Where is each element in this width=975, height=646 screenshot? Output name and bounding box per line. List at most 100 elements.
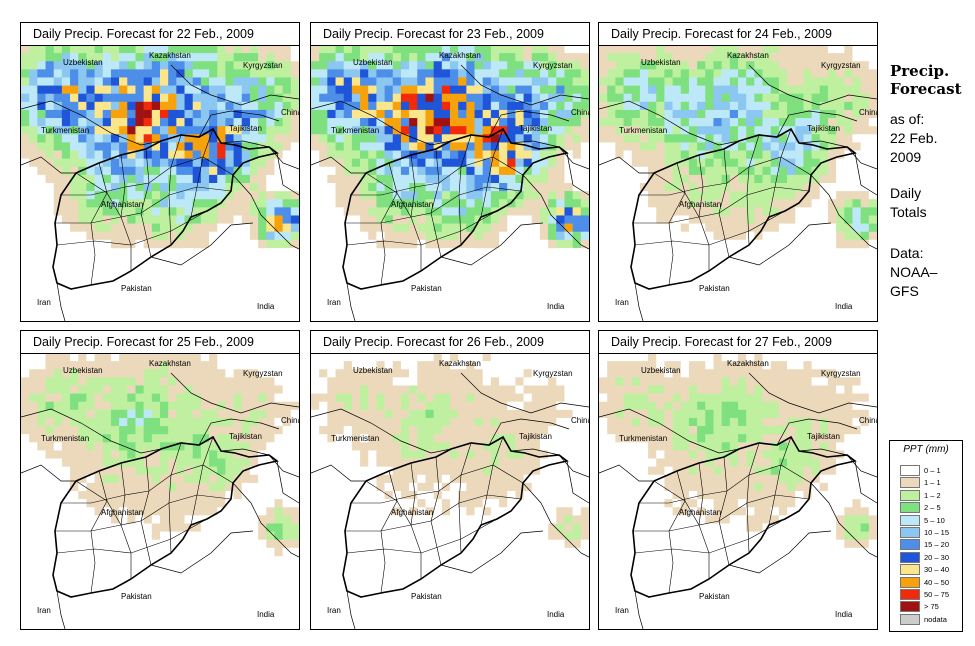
- precip-cell: [539, 215, 549, 224]
- precip-cell: [515, 134, 524, 143]
- precip-cell: [192, 191, 202, 200]
- precip-cell: [531, 199, 541, 208]
- precip-cell: [474, 207, 484, 216]
- precip-cell: [192, 207, 202, 216]
- precip-cell: [787, 482, 796, 492]
- precip-cell: [425, 434, 434, 443]
- precip-cell: [319, 199, 328, 208]
- precip-cell: [290, 499, 299, 508]
- precip-cell: [523, 101, 533, 111]
- precip-cell: [311, 191, 320, 200]
- precip-cell: [61, 426, 71, 435]
- precip-cell: [160, 393, 169, 403]
- precip-cell: [127, 223, 136, 233]
- precip-cell: [160, 474, 169, 484]
- afghanistan-outline: [52, 127, 279, 290]
- precip-cell: [274, 450, 283, 459]
- precip-cell: [274, 523, 283, 532]
- precip-cell: [836, 450, 845, 459]
- precip-cell: [343, 69, 353, 78]
- precip-cell: [409, 61, 418, 70]
- precip-cell: [176, 207, 185, 216]
- precip-cell: [343, 442, 353, 451]
- precip-cell: [664, 434, 673, 443]
- precip-cell: [200, 385, 210, 394]
- precip-cell: [680, 231, 690, 241]
- precip-cell: [474, 466, 484, 476]
- precip-cell: [217, 474, 226, 484]
- precip-cell: [827, 61, 837, 70]
- precip-cell: [135, 61, 144, 70]
- precip-cell: [490, 158, 500, 168]
- precip-cell: [110, 523, 120, 532]
- precip-cell: [335, 417, 345, 427]
- precip-cell: [466, 426, 475, 435]
- precip-cell: [209, 515, 218, 524]
- precip-cell: [127, 166, 136, 176]
- precip-cell: [417, 442, 426, 451]
- precip-cell: [384, 442, 394, 451]
- precip-cell: [343, 199, 353, 208]
- precip-cell: [127, 474, 136, 484]
- precip-cell: [754, 515, 763, 524]
- precip-cell: [729, 417, 739, 427]
- precip-cell: [556, 126, 565, 135]
- precip-cell: [274, 499, 283, 508]
- precip-cell: [680, 507, 690, 516]
- precip-cell: [78, 442, 87, 451]
- precip-cell: [844, 61, 853, 70]
- precip-cell: [384, 109, 394, 119]
- precip-cell: [639, 442, 649, 451]
- precip-cell: [738, 401, 747, 411]
- precip-cell: [135, 142, 144, 151]
- precip-cell: [37, 166, 46, 176]
- precip-cell: [200, 547, 210, 557]
- country-label-tajikistan: Tajikistan: [807, 124, 840, 133]
- precip-cell: [754, 150, 763, 159]
- precip-cell: [249, 466, 259, 476]
- precip-cell: [400, 77, 410, 86]
- precip-cell: [852, 166, 861, 176]
- precip-cell: [539, 450, 549, 459]
- precip-cell: [466, 353, 475, 362]
- precip-cell: [615, 215, 624, 224]
- province-border: [480, 436, 504, 526]
- precip-cell: [490, 482, 500, 492]
- precip-cell: [688, 417, 698, 427]
- country-border: [311, 156, 366, 174]
- precip-cell: [738, 223, 747, 233]
- precip-cell: [688, 191, 698, 200]
- precip-cell: [770, 409, 780, 419]
- precip-cell: [787, 150, 796, 159]
- precip-cell: [266, 231, 275, 241]
- precip-cell: [409, 223, 418, 233]
- precip-cell: [631, 142, 641, 151]
- precip-cell: [466, 393, 475, 403]
- precip-cell: [78, 93, 87, 103]
- precip-cell: [656, 466, 665, 476]
- precip-cell: [209, 409, 218, 419]
- precip-cell: [368, 223, 377, 233]
- precip-cell: [623, 158, 633, 168]
- precip-cell: [697, 417, 706, 427]
- precip-cell: [721, 93, 731, 103]
- precip-cell: [384, 45, 394, 54]
- precip-cell: [499, 223, 508, 233]
- precip-cell: [631, 53, 641, 62]
- precip-cell: [282, 53, 292, 62]
- precip-cell: [417, 239, 426, 249]
- precip-cell: [425, 183, 434, 192]
- precip-cell: [61, 109, 71, 119]
- precip-cell: [474, 361, 484, 370]
- precip-cell: [770, 434, 780, 443]
- precip-cell: [184, 458, 194, 467]
- precip-cell: [184, 409, 194, 419]
- precip-cell: [672, 499, 682, 508]
- precip-cell: [795, 417, 804, 427]
- precip-cell: [852, 150, 861, 159]
- precip-cell: [844, 69, 853, 78]
- precip-cell: [184, 353, 194, 362]
- precip-cell: [615, 377, 624, 386]
- precip-cell: [233, 109, 243, 119]
- precip-cell: [233, 69, 243, 78]
